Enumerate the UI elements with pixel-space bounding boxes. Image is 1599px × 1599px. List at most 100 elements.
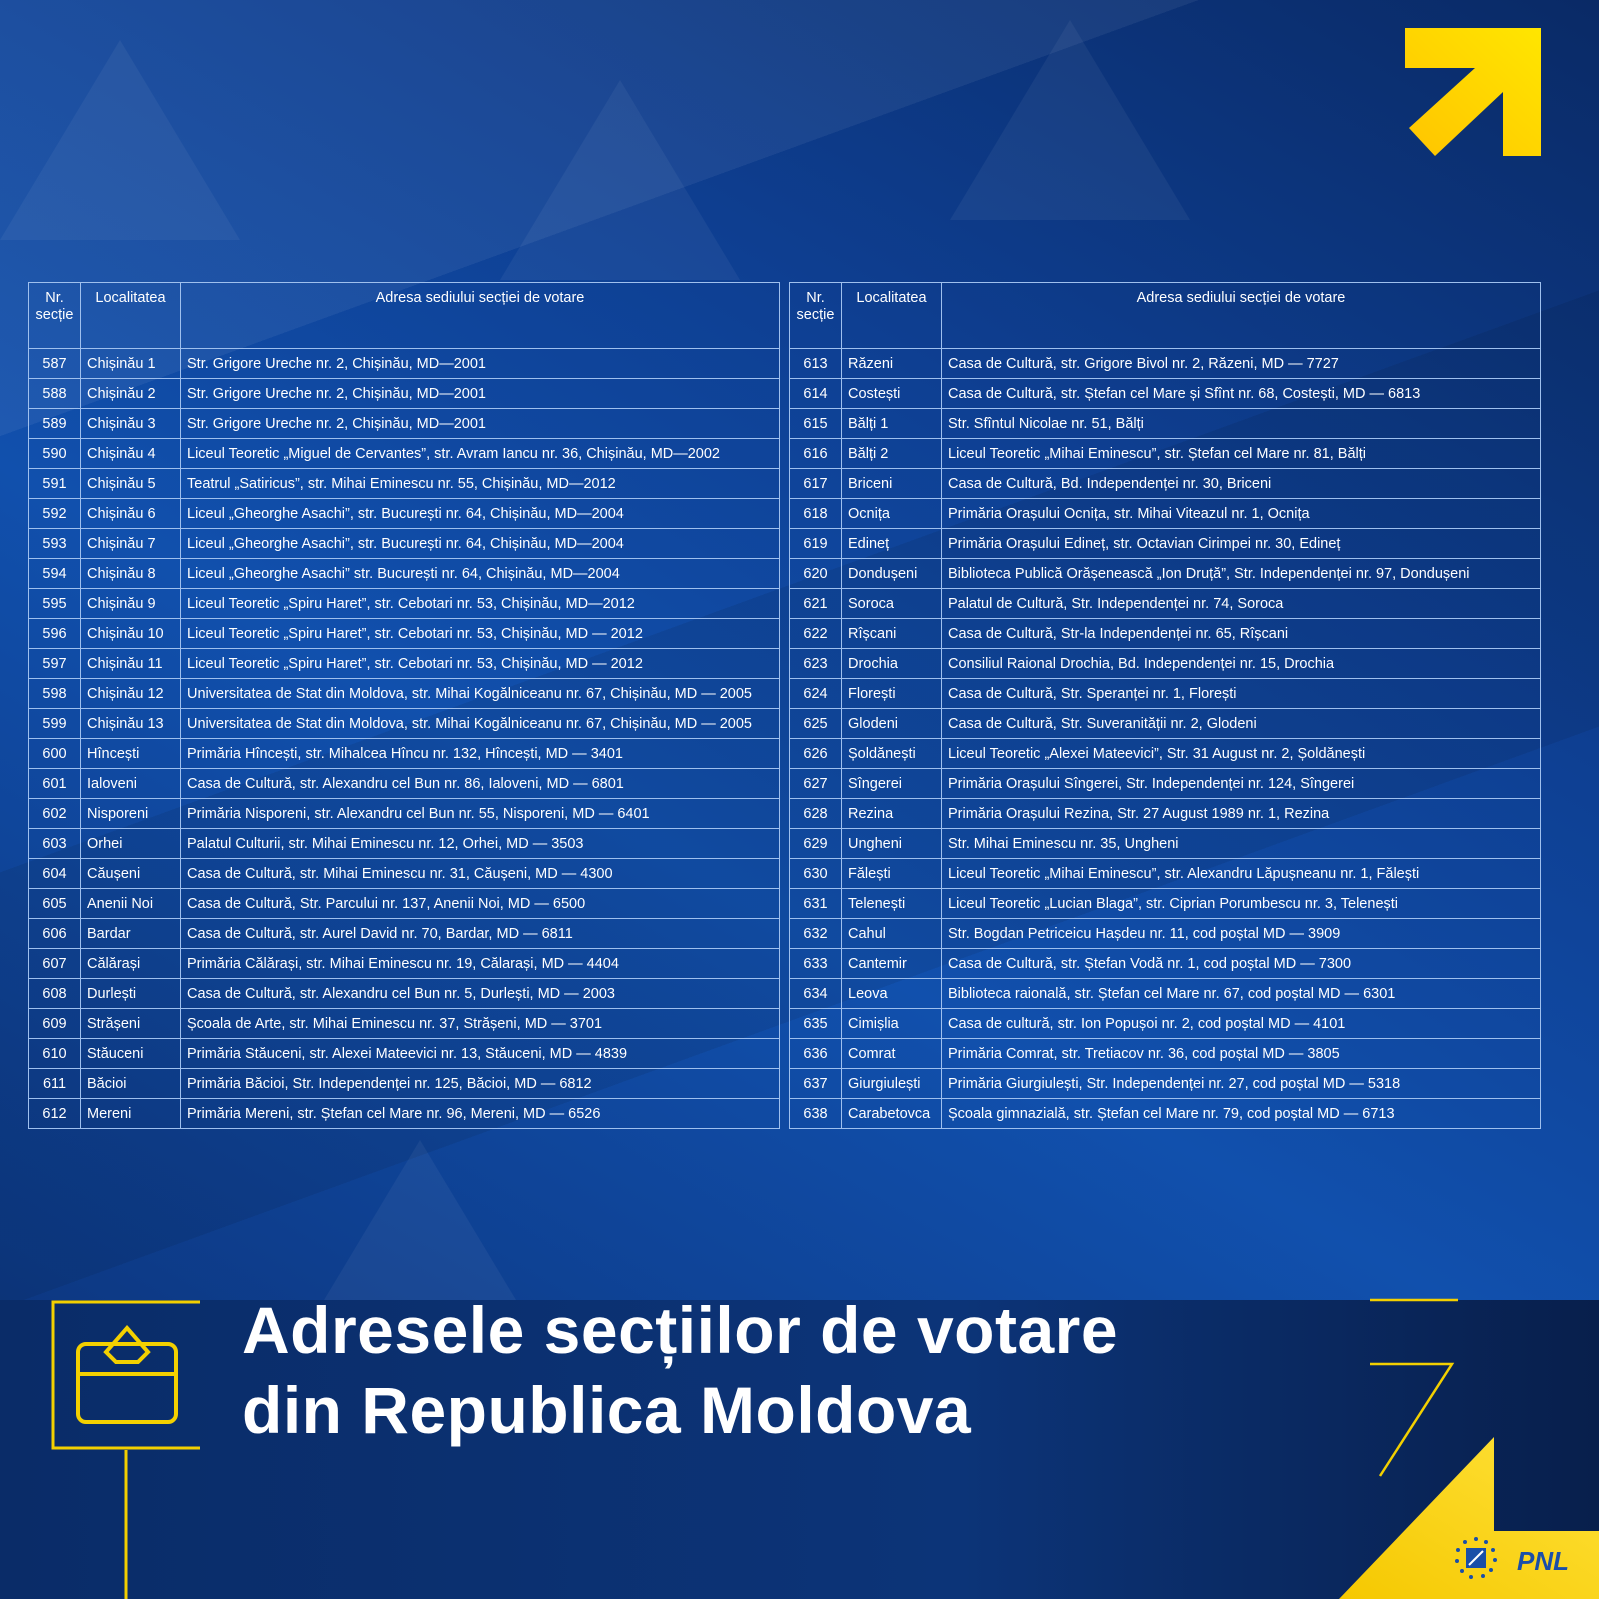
header-localitatea: Localitatea — [841, 282, 942, 349]
table-row: 629 Ungheni Str. Mihai Eminescu nr. 35, Un… — [789, 828, 1541, 859]
table-row: 636 Comrat Primăria Comrat, str. Tretiacov… — [789, 1038, 1541, 1069]
table-row: 637 Giurgiulești Primăria Giurgiulești, St… — [789, 1068, 1541, 1099]
cell-adresa: Liceul Teoretic „Mihai Eminescu”, str. A… — [941, 858, 1541, 889]
cell-nr: 632 — [789, 918, 842, 949]
cell-adresa: Casa de Cultură, str. Alexandru cel Bun … — [180, 768, 780, 799]
table-row: 600 Hîncești Primăria Hîncești, str. Mihal… — [28, 738, 780, 769]
cell-nr: 602 — [28, 798, 81, 829]
cell-localitatea: Edineț — [841, 528, 942, 559]
table-row: 624 Florești Casa de Cultură, Str. Speranț… — [789, 678, 1541, 709]
cell-localitatea: Telenești — [841, 888, 942, 919]
cell-nr: 617 — [789, 468, 842, 499]
table-row: 592 Chișinău 6 Liceul „Gheorghe Asachi”, s… — [28, 498, 780, 529]
cell-nr: 595 — [28, 588, 81, 619]
cell-nr: 615 — [789, 408, 842, 439]
cell-localitatea: Cimișlia — [841, 1008, 942, 1039]
cell-nr: 588 — [28, 378, 81, 409]
cell-nr: 597 — [28, 648, 81, 679]
table-row: 610 Stăuceni Primăria Stăuceni, str. Alexe… — [28, 1038, 780, 1069]
cell-localitatea: Rîșcani — [841, 618, 942, 649]
cell-adresa: Liceul Teoretic „Spiru Haret”, str. Cebo… — [180, 618, 780, 649]
cell-adresa: Primăria Stăuceni, str. Alexei Mateevici… — [180, 1038, 780, 1069]
cell-adresa: Casa de Cultură, str. Alexandru cel Bun … — [180, 978, 780, 1009]
cell-nr: 593 — [28, 528, 81, 559]
cell-adresa: Casa de Cultură, Str. Suveranității nr. … — [941, 708, 1541, 739]
cell-nr: 616 — [789, 438, 842, 469]
cell-adresa: Str. Grigore Ureche nr. 2, Chișinău, MD—… — [180, 408, 780, 439]
cell-nr: 611 — [28, 1068, 81, 1099]
table-row: 623 Drochia Consiliul Raional Drochia, Bd.… — [789, 648, 1541, 679]
table-row: 617 Briceni Casa de Cultură, Bd. Independe… — [789, 468, 1541, 499]
table-row: 588 Chișinău 2 Str. Grigore Ureche nr. 2, … — [28, 378, 780, 409]
table-row: 621 Soroca Palatul de Cultură, Str. Indepe… — [789, 588, 1541, 619]
cell-adresa: Teatrul „Satiricus”, str. Mihai Eminescu… — [180, 468, 780, 499]
cell-localitatea: Șoldănești — [841, 738, 942, 769]
table-row: 635 Cimișlia Casa de cultură, str. Ion Pop… — [789, 1008, 1541, 1039]
cell-nr: 604 — [28, 858, 81, 889]
cell-nr: 596 — [28, 618, 81, 649]
table-row: 602 Nisporeni Primăria Nisporeni, str. Ale… — [28, 798, 780, 829]
cell-nr: 636 — [789, 1038, 842, 1069]
cell-nr: 630 — [789, 858, 842, 889]
cell-nr: 589 — [28, 408, 81, 439]
table-row: 591 Chișinău 5 Teatrul „Satiricus”, str. M… — [28, 468, 780, 499]
corner-decoration — [1339, 1437, 1599, 1599]
cell-localitatea: Băcioi — [80, 1068, 181, 1099]
cell-localitatea: Chișinău 12 — [80, 678, 181, 709]
cell-localitatea: Glodeni — [841, 708, 942, 739]
cell-adresa: Liceul Teoretic „Lucian Blaga”, str. Cip… — [941, 888, 1541, 919]
table-row: 608 Durlești Casa de Cultură, str. Alexand… — [28, 978, 780, 1009]
cell-nr: 598 — [28, 678, 81, 709]
cell-nr: 621 — [789, 588, 842, 619]
title-line-1: Adresele secțiilor de votare — [242, 1293, 1119, 1367]
header-nr: Nr. secție — [789, 282, 842, 349]
table-row: 605 Anenii Noi Casa de Cultură, Str. Parcu… — [28, 888, 780, 919]
background-triangle — [950, 20, 1190, 220]
cell-nr: 620 — [789, 558, 842, 589]
cell-nr: 605 — [28, 888, 81, 919]
cell-localitatea: Chișinău 11 — [80, 648, 181, 679]
table-row: 604 Căușeni Casa de Cultură, str. Mihai Em… — [28, 858, 780, 889]
table-row: 595 Chișinău 9 Liceul Teoretic „Spiru Hare… — [28, 588, 780, 619]
cell-adresa: Casa de cultură, str. Ion Popușoi nr. 2,… — [941, 1008, 1541, 1039]
cell-nr: 609 — [28, 1008, 81, 1039]
arrow-up-right-icon — [1405, 28, 1541, 156]
table-row: 632 Cahul Str. Bogdan Petriceicu Hașdeu nr… — [789, 918, 1541, 949]
cell-adresa: Casa de Cultură, Bd. Independenței nr. 3… — [941, 468, 1541, 499]
cell-localitatea: Comrat — [841, 1038, 942, 1069]
cell-adresa: Casa de Cultură, str. Ștefan Vodă nr. 1,… — [941, 948, 1541, 979]
table-row: 622 Rîșcani Casa de Cultură, Str-la Indepe… — [789, 618, 1541, 649]
table-row: 614 Costești Casa de Cultură, str. Ștefan … — [789, 378, 1541, 409]
cell-nr: 633 — [789, 948, 842, 979]
table-row: 627 Sîngerei Primăria Orașului Sîngerei, S… — [789, 768, 1541, 799]
cell-localitatea: Florești — [841, 678, 942, 709]
cell-nr: 623 — [789, 648, 842, 679]
cell-localitatea: Stăuceni — [80, 1038, 181, 1069]
title-line-2: din Republica Moldova — [242, 1373, 972, 1447]
table-row: 618 Ocnița Primăria Orașului Ocnița, str. … — [789, 498, 1541, 529]
cell-adresa: Școala de Arte, str. Mihai Eminescu nr. … — [180, 1008, 780, 1039]
table-row: 615 Bălți 1 Str. Sfîntul Nicolae nr. 51, B… — [789, 408, 1541, 439]
cell-nr: 606 — [28, 918, 81, 949]
cell-nr: 631 — [789, 888, 842, 919]
cell-adresa: Primăria Hîncești, str. Mihalcea Hîncu n… — [180, 738, 780, 769]
cell-nr: 627 — [789, 768, 842, 799]
polling-stations-table-left: Nr. secție Localitatea Adresa sediului s… — [28, 282, 780, 1129]
table-row: 616 Bălți 2 Liceul Teoretic „Mihai Eminesc… — [789, 438, 1541, 469]
table-row: 612 Mereni Primăria Mereni, str. Ștefan ce… — [28, 1098, 780, 1129]
cell-localitatea: Carabetovca — [841, 1098, 942, 1129]
cell-nr: 628 — [789, 798, 842, 829]
cell-localitatea: Rezina — [841, 798, 942, 829]
table-row: 633 Cantemir Casa de Cultură, str. Ștefan … — [789, 948, 1541, 979]
table-row: 593 Chișinău 7 Liceul „Gheorghe Asachi”, s… — [28, 528, 780, 559]
cell-nr: 634 — [789, 978, 842, 1009]
cell-localitatea: Bălți 1 — [841, 408, 942, 439]
table-row: 590 Chișinău 4 Liceul Teoretic „Miguel de … — [28, 438, 780, 469]
pnl-logo-text: PNL — [1517, 1546, 1569, 1576]
cell-localitatea: Briceni — [841, 468, 942, 499]
table-row: 589 Chișinău 3 Str. Grigore Ureche nr. 2, … — [28, 408, 780, 439]
cell-localitatea: Ialoveni — [80, 768, 181, 799]
cell-localitatea: Dondușeni — [841, 558, 942, 589]
page-title: Adresele secțiilor de votare din Republi… — [242, 1290, 1118, 1450]
cell-adresa: Biblioteca Publică Orășenească „Ion Druț… — [941, 558, 1541, 589]
